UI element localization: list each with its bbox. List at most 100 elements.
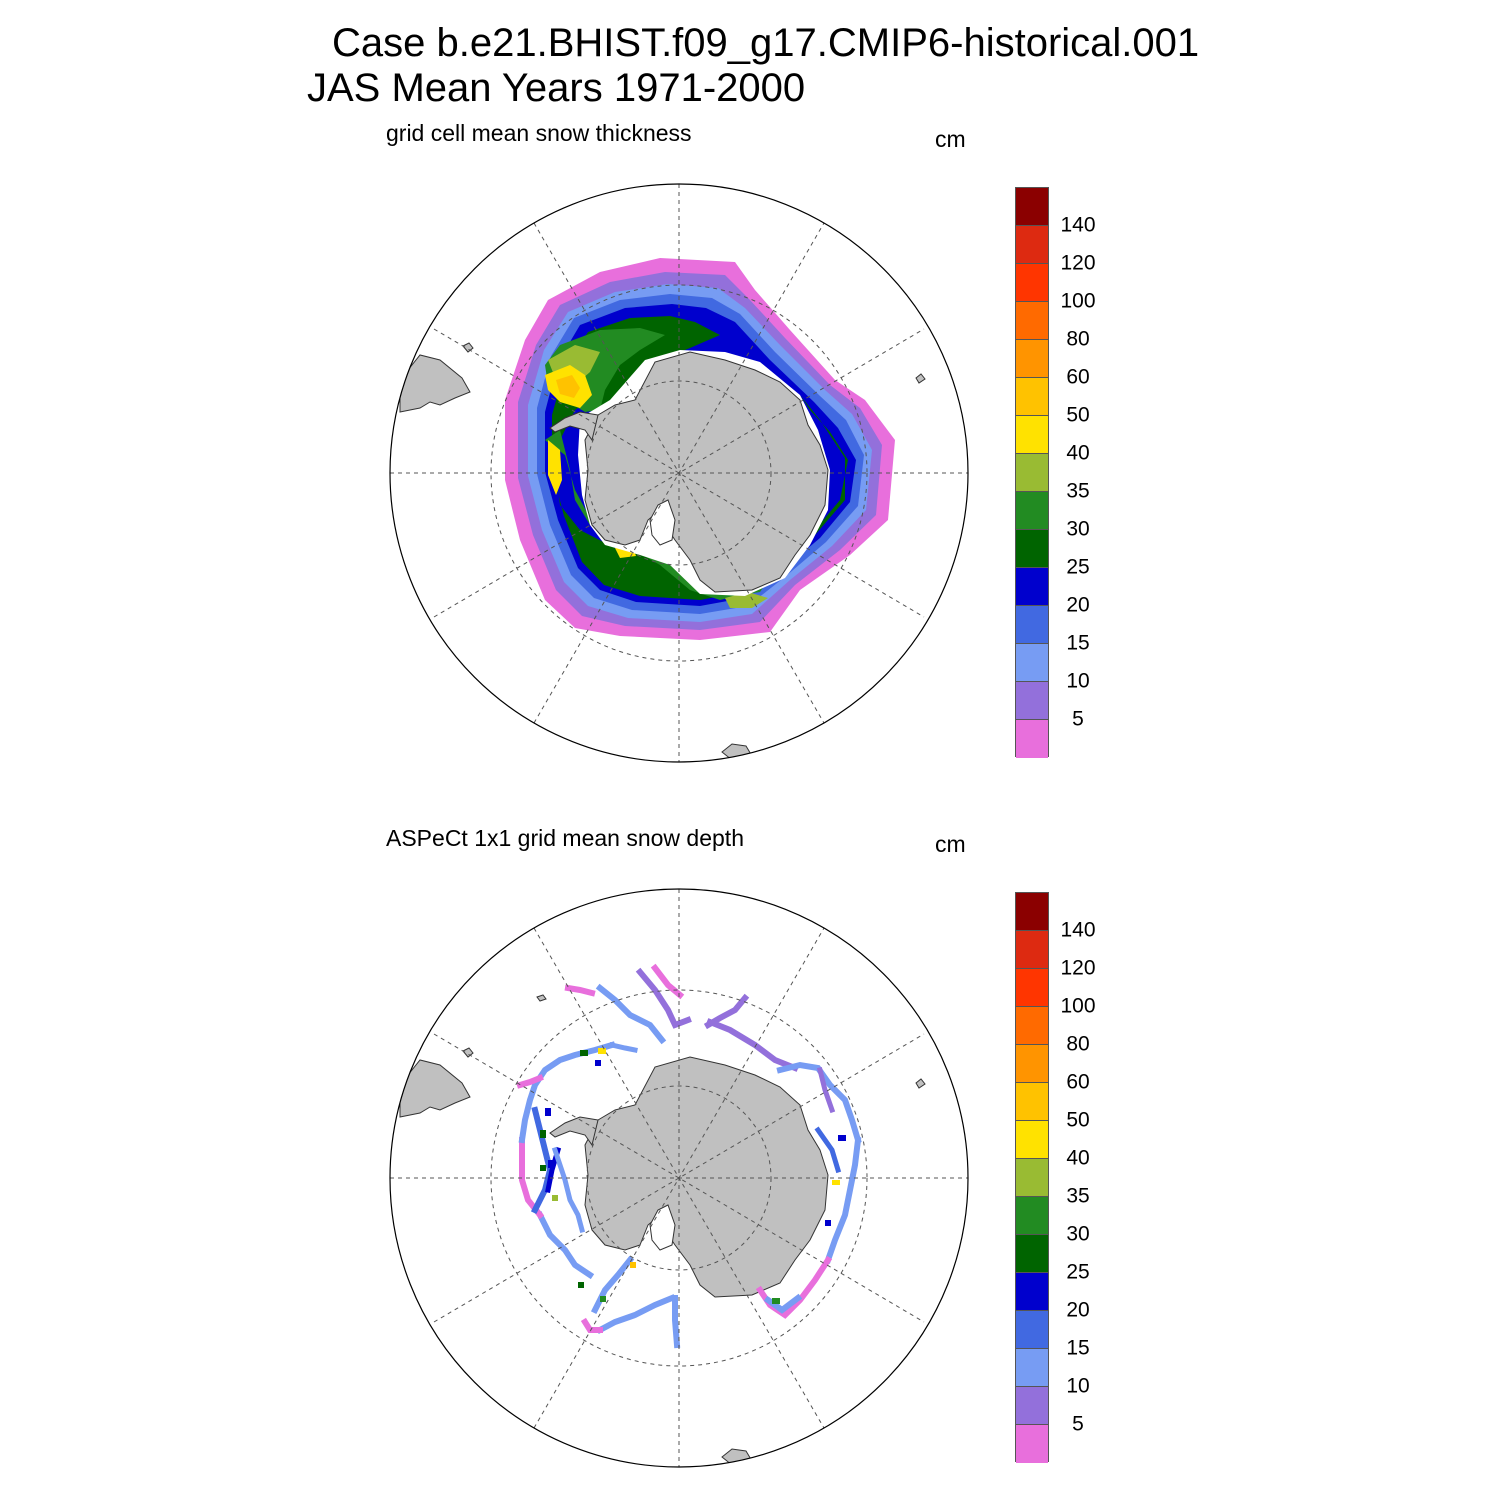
- figure-title-line-2: JAS Mean Years 1971-2000: [307, 66, 806, 110]
- colorbar-swatch: [1016, 1387, 1048, 1425]
- ship-track-15: [535, 1210, 595, 1280]
- obs-point: [838, 1135, 846, 1141]
- colorbar-tick-label: 10: [1066, 1374, 1090, 1398]
- colorbar-swatch: [1016, 1425, 1048, 1463]
- colorbar-swatch: [1016, 416, 1048, 454]
- falkland-island: [462, 342, 474, 353]
- colorbar-tick-label: 60: [1066, 1070, 1090, 1094]
- colorbar-tick-label: 30: [1066, 1222, 1090, 1246]
- ship-track-5: [706, 1018, 799, 1072]
- colorbar-swatch: [1016, 1235, 1048, 1273]
- ross-ice-shelf-notch-2: [649, 1204, 676, 1251]
- observation-highlights: [540, 1048, 846, 1304]
- colorbar-swatch: [1016, 568, 1048, 606]
- colorbar-tick-label: 50: [1066, 403, 1090, 427]
- colorbar-tick-label: 20: [1066, 1298, 1090, 1322]
- colorbar-tick-label: 20: [1066, 593, 1090, 617]
- colorbar-tick-label: 80: [1066, 327, 1090, 351]
- ship-track-20: [516, 1074, 544, 1089]
- colorbar-tick-label: 35: [1066, 479, 1090, 503]
- panel-2-graticule: [390, 889, 968, 1467]
- obs-point: [545, 1108, 551, 1116]
- colorbar-swatch: [1016, 302, 1048, 340]
- colorbar-tick-label: 5: [1072, 707, 1084, 731]
- panel-1-colorbar: [1015, 187, 1049, 758]
- colorbar-swatch: [1016, 226, 1048, 264]
- panel-2-map-boundary: [389, 888, 969, 1468]
- ship-track-8: [814, 1126, 842, 1174]
- colorbar-tick-label: 100: [1060, 994, 1096, 1018]
- obs-point: [825, 1220, 831, 1226]
- ross-ice-shelf-notch: [649, 499, 676, 546]
- colorbar-swatch: [1016, 1159, 1048, 1197]
- south-america-landmass: [399, 354, 471, 413]
- ship-track-11: [672, 1295, 681, 1349]
- ship-track-16: [519, 1137, 545, 1220]
- colorbar-swatch: [1016, 644, 1048, 682]
- colorbar-tick-label: 35: [1066, 1184, 1090, 1208]
- colorbar-swatch: [1016, 682, 1048, 720]
- ship-track-24: [816, 1066, 836, 1114]
- colorbar-tick-label: 120: [1060, 251, 1096, 275]
- colorbar-swatch: [1016, 1121, 1048, 1159]
- panel-2-subtitle: ASPeCt 1x1 grid mean snow depth: [386, 825, 744, 851]
- snow-band-50-60: [556, 375, 580, 398]
- panel-1-subtitle: grid cell mean snow thickness: [386, 120, 692, 146]
- ship-track-13: [580, 1317, 603, 1333]
- colorbar-tick-label: 140: [1060, 918, 1096, 942]
- colorbar-tick-label: 15: [1066, 1336, 1090, 1360]
- colorbar-tick-label: 80: [1066, 1032, 1090, 1056]
- ship-track-19: [518, 1041, 616, 1144]
- colorbar-swatch: [1016, 188, 1048, 226]
- colorbar-swatch: [1016, 1197, 1048, 1235]
- south-georgia-island-2: [536, 994, 547, 1002]
- colorbar-swatch: [1016, 893, 1048, 931]
- kerguelen-island: [915, 373, 926, 384]
- colorbar-swatch: [1016, 931, 1048, 969]
- obs-point: [598, 1048, 606, 1054]
- obs-point: [600, 1296, 606, 1302]
- obs-point: [548, 1160, 554, 1168]
- south-america-landmass-2: [399, 1059, 471, 1118]
- colorbar-tick-label: 30: [1066, 517, 1090, 541]
- obs-point: [580, 1050, 588, 1056]
- ship-track-14: [590, 1255, 635, 1315]
- obs-point: [772, 1298, 780, 1304]
- ship-track-1: [595, 983, 667, 1045]
- ship-track-17: [530, 1106, 554, 1215]
- panel-2-map: [389, 888, 969, 1468]
- ship-track-21: [564, 984, 596, 997]
- colorbar-swatch: [1016, 530, 1048, 568]
- obs-point: [552, 1195, 558, 1201]
- colorbar-swatch: [1016, 1083, 1048, 1121]
- colorbar-swatch: [1016, 606, 1048, 644]
- colorbar-swatch: [1016, 492, 1048, 530]
- antarctic-peninsula: [549, 411, 599, 442]
- colorbar-swatch: [1016, 720, 1048, 758]
- colorbar-tick-label: 60: [1066, 365, 1090, 389]
- colorbar-tick-label: 5: [1072, 1412, 1084, 1436]
- obs-point: [832, 1180, 840, 1185]
- figure-title-line-1: Case b.e21.BHIST.f09_g17.CMIP6-historica…: [332, 21, 1200, 65]
- colorbar-tick-label: 25: [1066, 555, 1090, 579]
- ship-track-22: [551, 1146, 586, 1234]
- colorbar-tick-label: 25: [1066, 1260, 1090, 1284]
- ship-track-23: [609, 1042, 638, 1053]
- colorbar-tick-label: 100: [1060, 289, 1096, 313]
- colorbar-swatch: [1016, 1007, 1048, 1045]
- antarctica-landmass-2: [584, 1056, 829, 1298]
- colorbar-swatch: [1016, 969, 1048, 1007]
- panel-1-units: cm: [935, 126, 966, 152]
- ship-track-2: [635, 967, 692, 1029]
- ship-track-6: [776, 1061, 862, 1144]
- colorbar-tick-label: 10: [1066, 669, 1090, 693]
- colorbar-swatch: [1016, 1311, 1048, 1349]
- colorbar-swatch: [1016, 454, 1048, 492]
- colorbar-swatch: [1016, 340, 1048, 378]
- ship-track-3: [650, 963, 685, 1000]
- colorbar-tick-label: 40: [1066, 441, 1090, 465]
- colorbar-tick-label: 15: [1066, 631, 1090, 655]
- panel-1-map-boundary: [389, 183, 969, 763]
- colorbar-swatch: [1016, 1273, 1048, 1311]
